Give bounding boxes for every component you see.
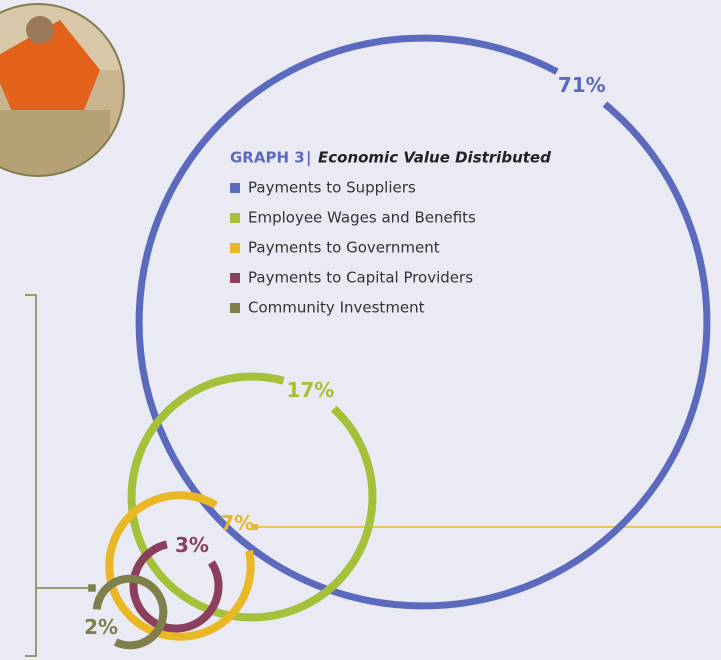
page: 71% 17% 7% 3% 2% GRAPH 3 | Economic Value Di… xyxy=(0,0,721,660)
legend-swatch xyxy=(230,273,240,283)
legend-swatch xyxy=(230,213,240,223)
graph-subtitle: Economic Value Distributed xyxy=(318,149,551,167)
infographic: 71% 17% 7% 3% 2% GRAPH 3 | Economic Value Di… xyxy=(0,0,721,660)
separator: | xyxy=(306,149,311,168)
value-label: 3% xyxy=(175,533,209,557)
value-label: 71% xyxy=(558,73,606,97)
legend-swatch xyxy=(230,243,240,253)
legend-label: Community Investment xyxy=(248,299,425,317)
legend-swatch xyxy=(230,183,240,193)
legend-label: Payments to Government xyxy=(248,239,440,257)
value-label: 7% xyxy=(220,511,254,535)
value-label: 17% xyxy=(286,378,334,402)
legend-label: Payments to Suppliers xyxy=(248,179,416,197)
legend-label: Employee Wages and Benefits xyxy=(248,209,476,227)
legend-label: Payments to Capital Providers xyxy=(248,269,473,287)
value-label: 2% xyxy=(84,615,118,639)
graph-title: GRAPH 3 xyxy=(230,149,305,167)
legend-swatch xyxy=(230,303,240,313)
